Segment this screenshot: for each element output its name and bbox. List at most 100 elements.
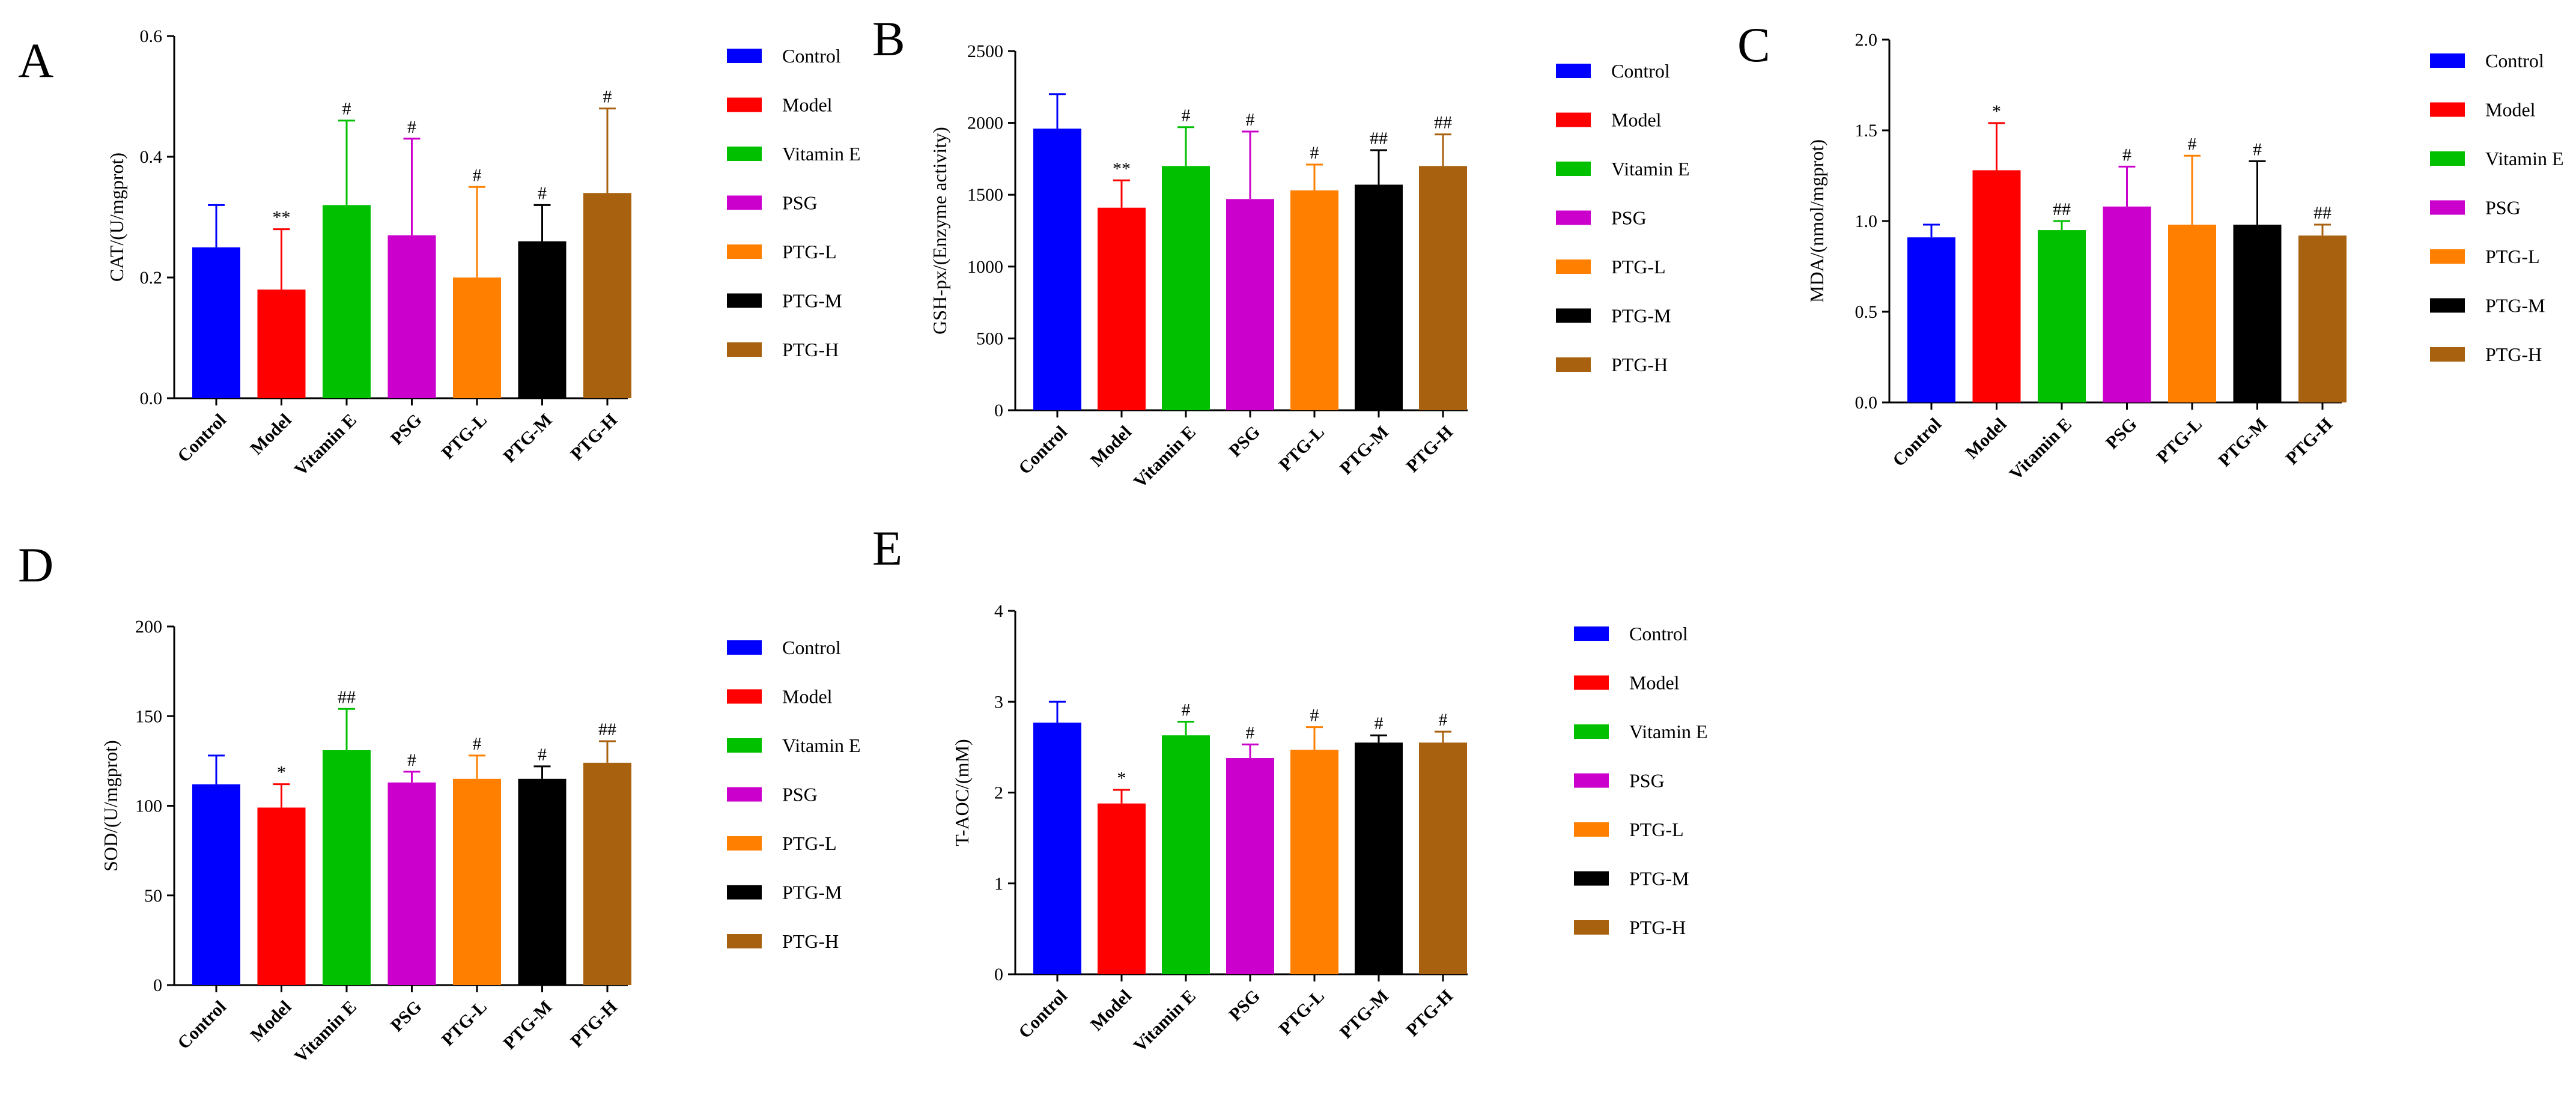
legend-label-control: Control [782, 637, 841, 658]
significance-mark: ## [2053, 199, 2071, 219]
panel-letter-b: B [872, 11, 905, 66]
x-tick-label-model: Model [1087, 986, 1135, 1035]
x-tick-label-ptg-h: PTG-H [1402, 422, 1457, 477]
x-tick-label-control: Control [174, 997, 230, 1054]
legend-label-ptg-h: PTG-H [1629, 917, 1686, 938]
legend-swatch-vitamin-e [1556, 162, 1591, 176]
bar-ptg-l [453, 278, 501, 398]
legend-label-ptg-m: PTG-M [1611, 305, 1671, 327]
y-tick-label: 1.5 [1855, 121, 1878, 141]
legend-label-vitamin-e: Vitamin E [1611, 158, 1690, 180]
significance-mark: # [603, 87, 612, 107]
significance-mark: # [2253, 139, 2262, 159]
legend-label-psg: PSG [1629, 770, 1665, 792]
x-tick-label-ptg-l: PTG-L [2153, 414, 2206, 467]
legend-swatch-model [727, 689, 762, 704]
bar-ptg-h [1419, 742, 1467, 974]
legend-label-model: Model [2485, 99, 2536, 121]
legend-label-psg: PSG [782, 192, 818, 214]
legend-label-model: Model [782, 686, 833, 708]
significance-mark: # [1439, 710, 1448, 730]
legend-swatch-control [1556, 64, 1591, 78]
significance-mark: ## [1434, 113, 1452, 133]
significance-mark: * [1992, 102, 2001, 121]
y-tick-label: 0 [153, 975, 162, 995]
legend-swatch-psg [1556, 210, 1591, 225]
legend-label-ptg-m: PTG-M [2485, 295, 2545, 317]
x-tick-label-vitamin-e: Vitamin E [291, 410, 360, 480]
legend-label-psg: PSG [2485, 197, 2521, 219]
legend-swatch-ptg-h [727, 342, 762, 357]
x-tick-label-vitamin-e: Vitamin E [1130, 422, 1200, 492]
legend-label-control: Control [1629, 623, 1688, 645]
bar-control [192, 247, 240, 398]
y-axis-label-e: T-AOC/(mM) [951, 739, 973, 846]
y-tick-label: 0 [994, 965, 1003, 984]
legend-swatch-ptg-m [1574, 871, 1609, 886]
panel-letter-a: A [18, 33, 53, 88]
y-tick-label: 2 [994, 783, 1003, 803]
significance-mark: # [473, 734, 482, 754]
significance-mark: # [2188, 134, 2197, 154]
legend-swatch-model [1574, 675, 1609, 690]
legend-label-ptg-m: PTG-M [782, 290, 842, 312]
y-axis-label-b: GSH-px/(Enzyme activity) [929, 127, 950, 335]
legend-swatch-ptg-l [1556, 259, 1591, 274]
bar-model [1098, 207, 1146, 410]
significance-mark: # [473, 165, 482, 185]
legend-label-ptg-h: PTG-H [782, 930, 839, 952]
legend-swatch-control [727, 49, 762, 63]
y-tick-label: 0.6 [140, 26, 163, 46]
significance-mark: * [277, 763, 286, 783]
y-tick-label: 2500 [967, 41, 1003, 61]
bar-ptg-m [518, 241, 567, 398]
legend-swatch-ptg-l [727, 244, 762, 259]
significance-mark: # [1310, 143, 1319, 163]
x-tick-label-model: Model [246, 410, 295, 459]
x-tick-label-ptg-m: PTG-M [499, 997, 556, 1054]
bar-ptg-l [1290, 190, 1338, 410]
y-tick-label: 0 [994, 401, 1003, 420]
bar-ptg-l [2168, 225, 2216, 402]
bar-model [1972, 170, 2021, 402]
significance-mark: # [2122, 145, 2131, 165]
legend-c: Control Model Vitamin E PSG PTG-L PTG-M PTG-H [2430, 50, 2564, 365]
legend-label-ptg-m: PTG-M [1629, 868, 1689, 890]
x-tick-label-control: Control [1015, 986, 1071, 1043]
legend-swatch-vitamin-e [1574, 724, 1609, 739]
legend-swatch-psg [727, 787, 762, 802]
bar-control [1907, 237, 1955, 402]
bar-ptg-m [1355, 184, 1403, 410]
y-tick-label: 3 [994, 692, 1003, 712]
significance-mark: ## [1370, 129, 1388, 148]
significance-mark: ** [273, 208, 291, 228]
y-tick-label: 500 [976, 329, 1003, 348]
y-tick-label: 0.5 [1855, 302, 1878, 322]
x-tick-label-psg: PSG [2102, 414, 2141, 453]
x-tick-label-psg: PSG [387, 410, 426, 449]
x-tick-label-ptg-m: PTG-M [2214, 414, 2271, 471]
legend-label-vitamin-e: Vitamin E [2485, 148, 2564, 169]
significance-mark: # [1246, 723, 1255, 742]
legend-label-control: Control [2485, 50, 2544, 71]
bar-ptg-m [2233, 225, 2282, 402]
y-tick-label: 200 [135, 617, 162, 637]
legend-swatch-ptg-h [1574, 920, 1609, 935]
bar-psg [387, 782, 436, 985]
legend-label-model: Model [1611, 109, 1662, 131]
legend-label-control: Control [782, 45, 841, 67]
legend-swatch-ptg-h [1556, 357, 1591, 372]
significance-mark: ## [598, 720, 616, 739]
x-tick-label-vitamin-e: Vitamin E [291, 997, 360, 1067]
panel-letter-e: E [872, 521, 902, 575]
x-tick-label-ptg-h: PTG-H [567, 410, 621, 465]
significance-mark: # [407, 117, 416, 137]
legend-label-ptg-l: PTG-L [1611, 256, 1666, 278]
y-tick-label: 0.0 [1855, 393, 1878, 413]
x-tick-label-ptg-l: PTG-L [438, 410, 491, 463]
significance-mark: # [1375, 714, 1384, 733]
x-tick-label-model: Model [246, 997, 295, 1046]
legend-a: Control Model Vitamin E PSG PTG-L PTG-M PTG-H [727, 45, 861, 360]
legend-label-control: Control [1611, 60, 1670, 82]
